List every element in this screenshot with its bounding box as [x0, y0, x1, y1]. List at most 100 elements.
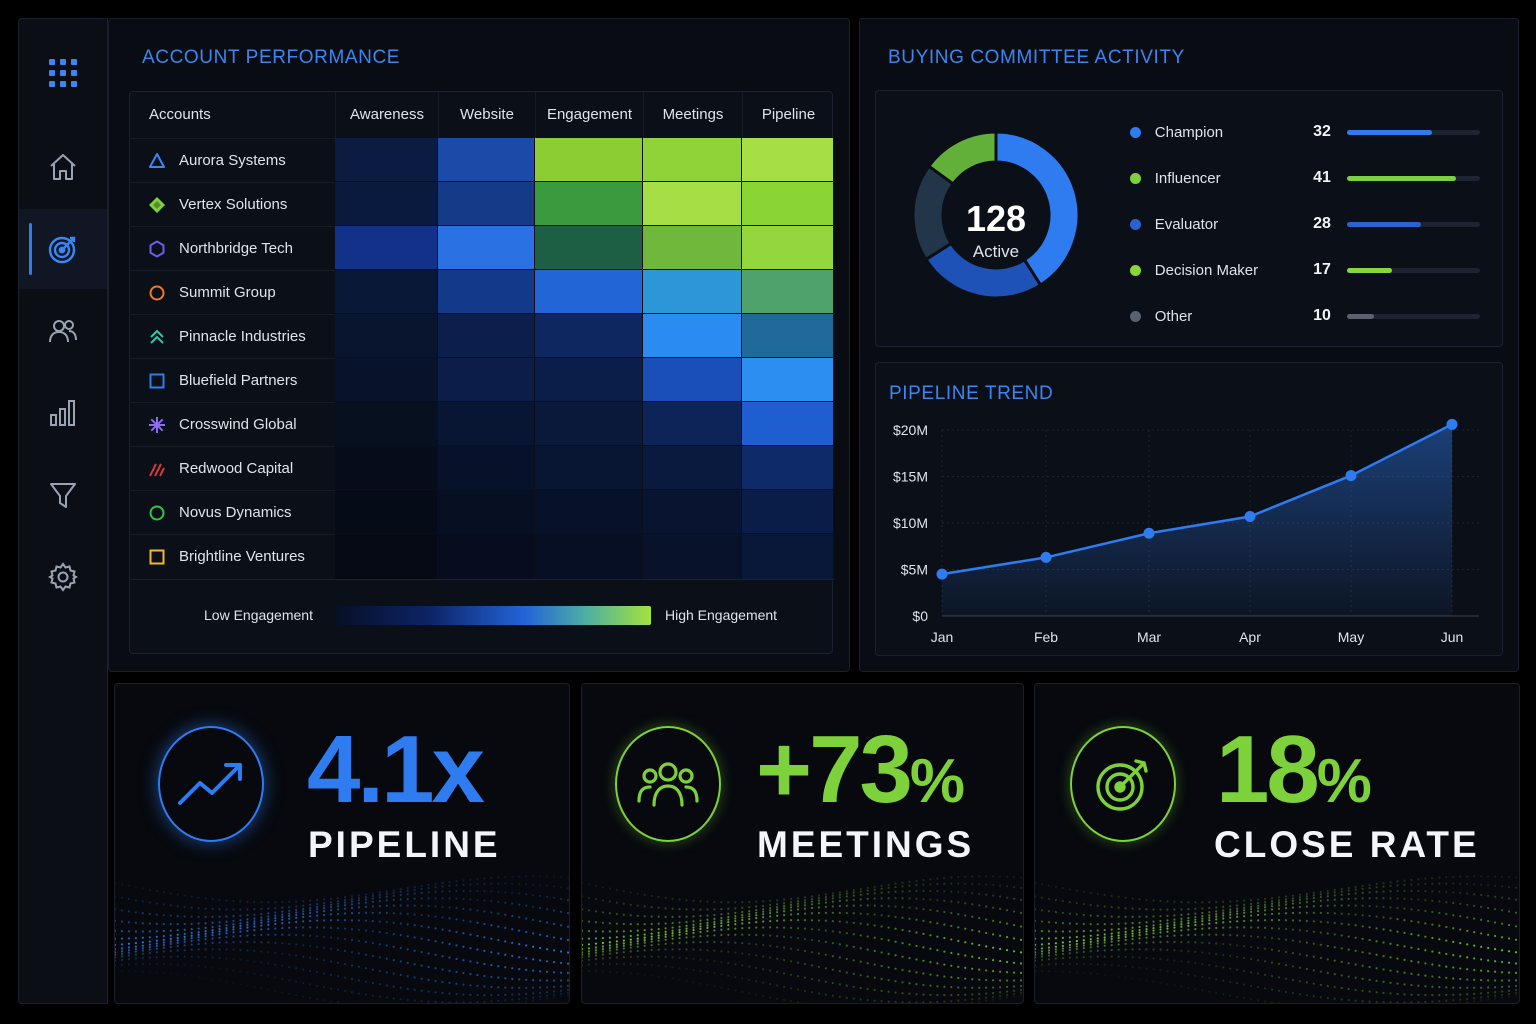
heatmap-cell[interactable]	[438, 358, 535, 402]
data-point[interactable]	[936, 568, 948, 580]
heatmap-cell[interactable]	[535, 314, 643, 358]
heatmap-cell[interactable]	[438, 490, 535, 534]
heatmap-cell[interactable]	[438, 182, 535, 226]
heatmap-cell[interactable]	[535, 138, 643, 182]
heatmap-cell[interactable]	[535, 446, 643, 490]
role-progress-bar	[1346, 175, 1480, 181]
green-dot-wave-decoration	[582, 875, 1023, 1003]
nav-contacts[interactable]	[19, 291, 107, 371]
heatmap-cell[interactable]	[335, 534, 438, 581]
role-progress-fill	[1346, 313, 1374, 319]
account-row-brightline-ventures[interactable]: Brightline Ventures	[130, 534, 335, 578]
heatmap-cell[interactable]	[335, 138, 438, 182]
role-progress-fill	[1346, 221, 1422, 227]
data-point[interactable]	[1040, 551, 1052, 563]
heatmap-cell[interactable]	[438, 402, 535, 446]
heatmap-cell[interactable]	[742, 314, 834, 358]
legend-dot	[1130, 310, 1141, 322]
heatmap-cell[interactable]	[335, 314, 438, 358]
donut-segment[interactable]	[994, 130, 1081, 288]
heatmap-cell[interactable]	[643, 446, 742, 490]
nav-analytics[interactable]	[19, 373, 107, 453]
heatmap-cell[interactable]	[643, 182, 742, 226]
account-row-pinnacle-industries[interactable]: Pinnacle Industries	[130, 314, 335, 358]
heatmap-cell[interactable]	[438, 534, 535, 581]
committee-role-influencer[interactable]: Influencer 41	[1130, 166, 1480, 190]
nav-settings[interactable]	[19, 537, 107, 617]
committee-role-decision-maker[interactable]: Decision Maker 17	[1130, 258, 1480, 282]
heatmap-cell[interactable]	[742, 358, 834, 402]
account-row-crosswind-global[interactable]: Crosswind Global	[130, 402, 335, 446]
heatmap-cell[interactable]	[643, 270, 742, 314]
heatmap-cell[interactable]	[742, 490, 834, 534]
role-name: Decision Maker	[1154, 261, 1259, 279]
heatmap-cell[interactable]	[643, 358, 742, 402]
blue-dot-wave-decoration	[115, 875, 569, 1003]
nav-funnel[interactable]	[19, 455, 107, 535]
account-row-vertex-solutions[interactable]: Vertex Solutions	[130, 182, 335, 226]
heatmap-cell[interactable]	[535, 490, 643, 534]
heatmap-cell[interactable]	[643, 314, 742, 358]
heatmap-cell[interactable]	[643, 402, 742, 446]
donut-segment[interactable]	[926, 130, 998, 186]
committee-role-evaluator[interactable]: Evaluator 28	[1130, 212, 1480, 236]
kpi-card-close-rate: 18% CLOSE RATE	[1034, 683, 1520, 1004]
heatmap-cell[interactable]	[335, 358, 438, 402]
heatmap-cell[interactable]	[535, 358, 643, 402]
heatmap-cell[interactable]	[535, 270, 643, 314]
account-row-bluefield-partners[interactable]: Bluefield Partners	[130, 358, 335, 402]
data-point[interactable]	[1143, 527, 1155, 539]
account-row-aurora-systems[interactable]: Aurora Systems	[130, 138, 335, 182]
kpi-close-rate-badge	[1070, 726, 1176, 842]
column-header-meetings: Meetings	[643, 92, 742, 138]
heatmap-cell[interactable]	[742, 138, 834, 182]
heatmap-cell[interactable]	[742, 534, 834, 581]
data-point[interactable]	[1446, 418, 1458, 430]
account-row-northbridge-tech[interactable]: Northbridge Tech	[130, 226, 335, 270]
heatmap-cell[interactable]	[335, 446, 438, 490]
role-count: 32	[1313, 123, 1331, 140]
kpi-meetings-label: MEETINGS	[757, 824, 975, 865]
nav-targeting[interactable]	[19, 209, 107, 289]
heatmap-cell[interactable]	[438, 314, 535, 358]
heatmap-cell[interactable]	[335, 182, 438, 226]
committee-role-champion[interactable]: Champion 32	[1130, 120, 1480, 144]
heatmap-cell[interactable]	[643, 138, 742, 182]
legend-low-label: Low Engagement	[204, 607, 313, 623]
account-performance-title: ACCOUNT PERFORMANCE	[142, 47, 401, 68]
target-icon	[48, 236, 76, 264]
heatmap-cell[interactable]	[438, 138, 535, 182]
heatmap-cell[interactable]	[742, 270, 834, 314]
account-row-summit-group[interactable]: Summit Group	[130, 270, 335, 314]
nav-home[interactable]	[19, 127, 107, 207]
heatmap-cell[interactable]	[535, 534, 643, 581]
account-row-redwood-capital[interactable]: Redwood Capital	[130, 446, 335, 490]
data-point[interactable]	[1244, 510, 1256, 522]
heatmap-cell[interactable]	[742, 446, 834, 490]
heatmap-cell[interactable]	[438, 270, 535, 314]
heatmap-cell[interactable]	[335, 226, 438, 270]
heatmap-cell[interactable]	[742, 182, 834, 226]
heatmap-cell[interactable]	[438, 446, 535, 490]
heatmap-cell[interactable]	[535, 182, 643, 226]
committee-role-other[interactable]: Other 10	[1130, 304, 1480, 328]
kpi-meetings-badge	[615, 726, 721, 842]
data-point[interactable]	[1345, 470, 1357, 482]
account-row-novus-dynamics[interactable]: Novus Dynamics	[130, 490, 335, 534]
heatmap-cell[interactable]	[643, 490, 742, 534]
heatmap-cell[interactable]	[742, 226, 834, 270]
heatmap-cell[interactable]	[742, 402, 834, 446]
heatmap-cell[interactable]	[535, 402, 643, 446]
heatmap-cell[interactable]	[335, 270, 438, 314]
trend-up-icon	[178, 763, 242, 805]
heatmap-cell[interactable]	[535, 226, 643, 270]
heatmap-cell[interactable]	[335, 402, 438, 446]
heatmap-cell[interactable]	[643, 534, 742, 581]
y-tick-label: $20M	[893, 422, 928, 438]
y-tick-label: $0	[912, 608, 928, 624]
heatmap-cell[interactable]	[438, 226, 535, 270]
role-progress-fill	[1346, 129, 1433, 135]
heatmap-cell[interactable]	[335, 490, 438, 534]
apps-menu-button[interactable]	[19, 33, 107, 113]
heatmap-cell[interactable]	[643, 226, 742, 270]
